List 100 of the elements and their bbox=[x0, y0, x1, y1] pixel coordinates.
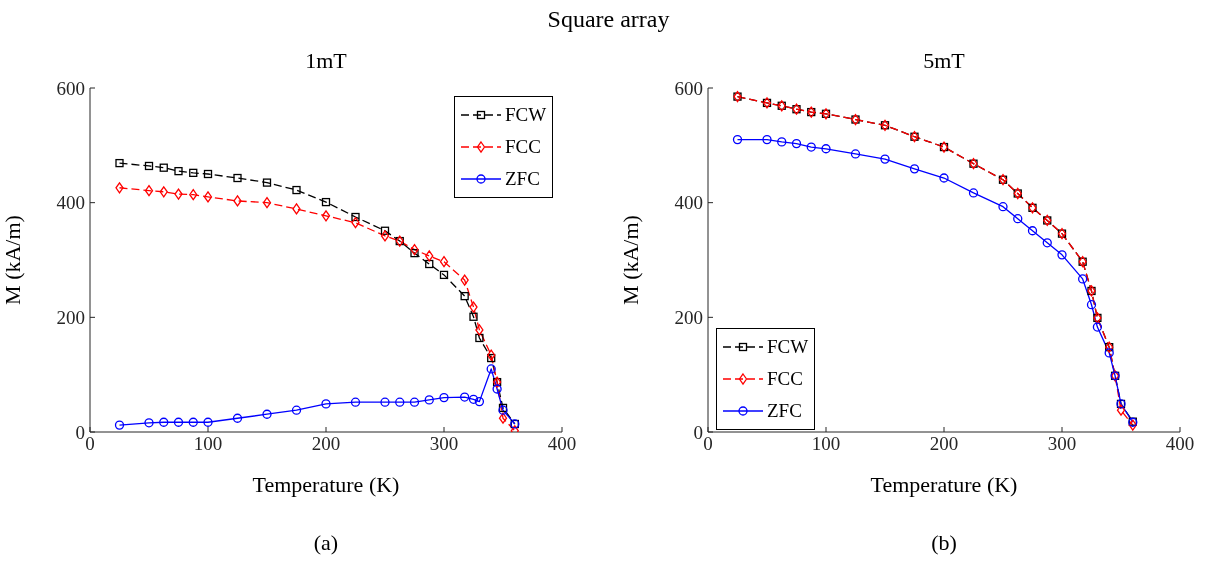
point bbox=[492, 384, 502, 394]
point bbox=[1057, 250, 1067, 260]
point bbox=[821, 144, 831, 154]
text: (a) bbox=[312, 530, 340, 556]
point bbox=[115, 158, 124, 168]
point bbox=[850, 149, 861, 159]
point bbox=[425, 250, 434, 262]
y-axis-title: M (kA/m) bbox=[0, 215, 25, 305]
point bbox=[1078, 274, 1088, 284]
chart-title: 5mT bbox=[922, 48, 966, 74]
point bbox=[909, 164, 920, 174]
point bbox=[233, 195, 242, 207]
point bbox=[203, 169, 213, 179]
x-tick-label: 400 bbox=[547, 433, 577, 455]
point bbox=[203, 417, 213, 427]
legend-label: FCC bbox=[505, 136, 541, 158]
point bbox=[460, 291, 469, 301]
point bbox=[460, 392, 470, 402]
point bbox=[144, 418, 154, 428]
x-tick-label: 400 bbox=[1165, 433, 1195, 455]
point bbox=[1128, 419, 1137, 431]
point bbox=[292, 203, 301, 215]
point bbox=[486, 364, 496, 374]
point bbox=[475, 333, 484, 343]
point bbox=[474, 396, 485, 407]
x-tick-label: 200 bbox=[929, 433, 959, 455]
point bbox=[439, 270, 449, 280]
point bbox=[114, 420, 125, 430]
point bbox=[115, 182, 124, 194]
point bbox=[475, 324, 484, 336]
point bbox=[233, 173, 242, 183]
text: Square array bbox=[546, 6, 671, 33]
point bbox=[791, 138, 802, 149]
x-axis-title: Temperature (K) bbox=[252, 472, 400, 497]
point bbox=[968, 188, 979, 198]
x-tick-label: 300 bbox=[1047, 433, 1077, 455]
point bbox=[351, 217, 360, 229]
point bbox=[232, 413, 243, 423]
y-tick-label: 400 bbox=[674, 192, 703, 214]
point bbox=[174, 188, 183, 200]
point bbox=[439, 256, 449, 268]
point bbox=[468, 394, 479, 404]
point bbox=[410, 248, 419, 258]
point bbox=[409, 397, 420, 407]
point bbox=[439, 392, 449, 403]
point bbox=[469, 301, 478, 313]
point bbox=[144, 161, 154, 171]
point bbox=[1027, 226, 1038, 236]
point bbox=[321, 399, 331, 409]
point bbox=[380, 397, 390, 407]
y-tick-label: 200 bbox=[674, 307, 703, 329]
point bbox=[939, 173, 949, 183]
point bbox=[410, 244, 419, 256]
point bbox=[880, 154, 890, 164]
y-axis-title: M (kA/m) bbox=[617, 215, 643, 305]
y-tick-label: 600 bbox=[56, 77, 85, 99]
point bbox=[351, 212, 360, 222]
x-tick-label: 300 bbox=[429, 433, 459, 455]
y-tick-label: 400 bbox=[56, 192, 85, 214]
point bbox=[262, 197, 272, 209]
point bbox=[998, 202, 1008, 212]
point bbox=[380, 226, 390, 235]
point bbox=[380, 230, 390, 242]
point bbox=[159, 163, 168, 172]
y-tick-label: 600 bbox=[674, 77, 703, 99]
point bbox=[395, 397, 405, 407]
y-tick-label: 200 bbox=[56, 307, 85, 329]
point bbox=[173, 417, 184, 427]
point bbox=[262, 178, 272, 187]
point bbox=[174, 166, 183, 176]
point bbox=[460, 274, 469, 286]
chart-title: 1mT bbox=[304, 48, 348, 74]
point bbox=[1086, 300, 1097, 310]
point bbox=[350, 397, 361, 407]
point bbox=[144, 184, 154, 197]
legend-label: FCW bbox=[505, 104, 547, 126]
point bbox=[777, 137, 787, 147]
point bbox=[424, 395, 434, 405]
x-tick-label: 200 bbox=[311, 433, 341, 455]
point bbox=[189, 168, 198, 177]
point bbox=[762, 134, 772, 145]
point bbox=[159, 186, 168, 198]
legend-label: FCC bbox=[767, 368, 803, 390]
point bbox=[498, 412, 508, 424]
legend-label: FCW bbox=[767, 336, 809, 358]
point bbox=[188, 417, 198, 427]
point bbox=[487, 349, 496, 361]
point bbox=[469, 312, 478, 321]
point bbox=[292, 185, 301, 195]
point bbox=[806, 142, 816, 152]
point bbox=[1013, 214, 1023, 224]
point bbox=[291, 405, 302, 415]
point bbox=[732, 134, 743, 145]
x-axis-title: Temperature (K) bbox=[870, 472, 1018, 497]
point bbox=[1042, 238, 1052, 248]
legend-label: ZFC bbox=[767, 400, 802, 422]
point bbox=[321, 210, 331, 222]
text: (b) bbox=[930, 530, 958, 556]
point bbox=[425, 259, 434, 269]
point bbox=[321, 197, 331, 207]
